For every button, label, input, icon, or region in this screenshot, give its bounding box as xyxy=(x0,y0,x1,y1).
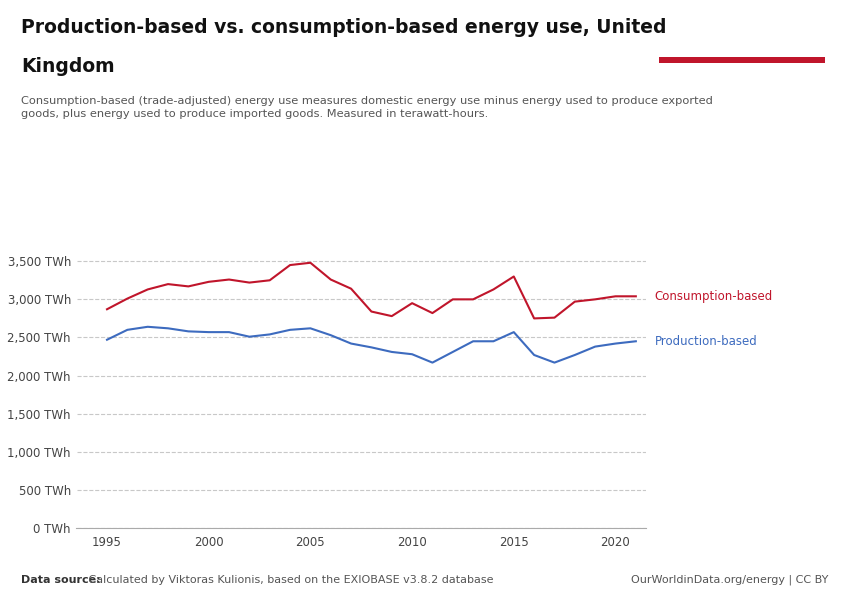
Text: Production-based vs. consumption-based energy use, United: Production-based vs. consumption-based e… xyxy=(21,18,666,37)
Text: Consumption-based: Consumption-based xyxy=(654,290,773,303)
Text: OurWorldinData.org/energy | CC BY: OurWorldinData.org/energy | CC BY xyxy=(632,575,829,585)
Text: Our World: Our World xyxy=(708,21,775,34)
Text: Calculated by Viktoras Kulionis, based on the EXIOBASE v3.8.2 database: Calculated by Viktoras Kulionis, based o… xyxy=(85,575,494,585)
Bar xyxy=(659,56,824,63)
Text: Consumption-based (trade-adjusted) energy use measures domestic energy use minus: Consumption-based (trade-adjusted) energ… xyxy=(21,96,713,119)
Text: in Data: in Data xyxy=(717,38,766,50)
Text: Production-based: Production-based xyxy=(654,335,757,348)
Text: Kingdom: Kingdom xyxy=(21,57,115,76)
Text: Data source:: Data source: xyxy=(21,575,101,585)
